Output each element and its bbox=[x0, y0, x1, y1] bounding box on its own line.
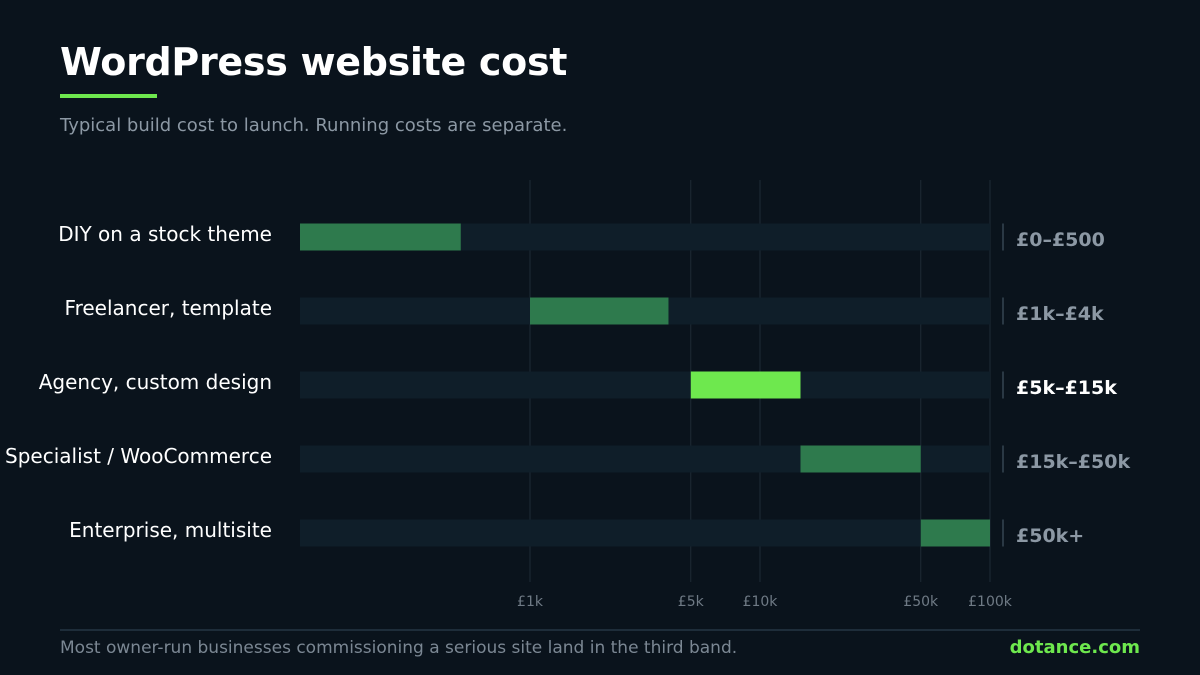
range-bar bbox=[800, 445, 921, 473]
category-label: Agency, custom design bbox=[39, 370, 272, 394]
category-label: DIY on a stock theme bbox=[58, 222, 272, 246]
range-track bbox=[300, 371, 990, 399]
footer-divider bbox=[60, 629, 1140, 631]
range-bar bbox=[920, 519, 990, 547]
title-accent-underline bbox=[60, 94, 157, 98]
range-bar bbox=[300, 223, 461, 251]
range-bar bbox=[530, 297, 669, 325]
range-value-label: £50k+ bbox=[1016, 525, 1084, 547]
chart-subtitle: Typical build cost to launch. Running co… bbox=[60, 115, 568, 136]
range-track bbox=[300, 519, 990, 547]
x-tick-label: £1k bbox=[517, 594, 544, 610]
x-tick-label: £50k bbox=[903, 594, 939, 610]
range-value-label: £15k–£50k bbox=[1016, 451, 1130, 473]
brand-link[interactable]: dotance.com bbox=[1009, 637, 1140, 658]
footnote: Most owner-run businesses commissioning … bbox=[60, 638, 738, 658]
range-bar bbox=[690, 371, 801, 399]
x-tick-label: £5k bbox=[678, 594, 705, 610]
category-label: Specialist / WooCommerce bbox=[5, 444, 272, 468]
range-value-label: £5k–£15k bbox=[1016, 377, 1117, 399]
chart-title: WordPress website cost bbox=[60, 40, 568, 84]
range-value-label: £0–£500 bbox=[1016, 229, 1105, 251]
x-tick-label: £10k bbox=[743, 594, 779, 610]
range-value-label: £1k–£4k bbox=[1016, 303, 1104, 325]
range-bar-chart: £1k £5k £10k £50k £100k DIY on a stock theme £… bbox=[5, 180, 1130, 610]
category-label: Freelancer, template bbox=[65, 296, 272, 320]
category-label: Enterprise, multisite bbox=[69, 518, 272, 542]
x-tick-label: £100k bbox=[968, 594, 1013, 610]
